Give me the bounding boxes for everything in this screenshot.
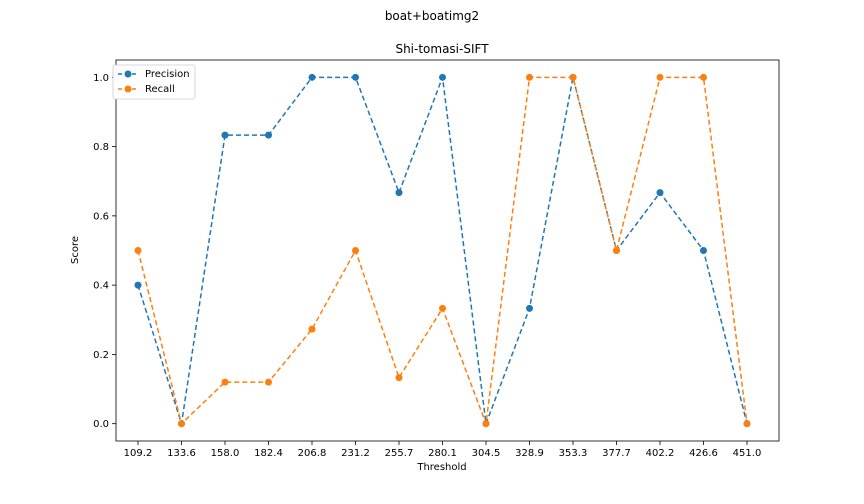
y-tick-label: 1.0 (93, 73, 109, 84)
data-point-precision (395, 189, 403, 197)
x-tick-label: 231.2 (341, 448, 370, 459)
x-axis-label: Threshold (416, 462, 466, 473)
data-point-recall (178, 420, 185, 428)
x-tick-label: 206.8 (298, 448, 327, 459)
data-point-recall (352, 247, 359, 254)
data-point-recall (308, 325, 316, 333)
x-tick-label: 304.5 (472, 448, 501, 459)
x-tick-label: 255.7 (385, 448, 414, 459)
legend: Precision Recall (112, 64, 196, 100)
data-point-precision (352, 73, 359, 81)
data-point-recall (700, 73, 707, 81)
data-point-precision (221, 131, 229, 139)
x-tick-label: 426.6 (689, 448, 718, 459)
y-tick-label: 0.4 (93, 281, 109, 292)
x-tick-label: 109.2 (124, 448, 153, 459)
x-tick-label: 182.4 (254, 448, 283, 459)
legend-marker-precision (124, 70, 132, 78)
data-point-recall (569, 73, 577, 81)
data-point-precision (656, 189, 664, 197)
x-tick-label: 328.9 (515, 448, 544, 459)
series-line-recall (137, 76, 748, 426)
data-point-recall (526, 73, 533, 81)
data-point-recall (482, 420, 490, 428)
series-layer (134, 73, 751, 428)
data-point-recall (395, 374, 403, 382)
data-point-recall (134, 247, 142, 254)
x-tick-label: 133.6 (167, 448, 196, 459)
y-tick-label: 0.2 (93, 350, 109, 361)
data-point-recall (656, 73, 664, 81)
x-tick-label: 451.0 (733, 448, 762, 459)
data-point-recall (743, 420, 751, 428)
x-tick-label: 158.0 (211, 448, 240, 459)
x-tick-label: 353.3 (559, 448, 588, 459)
y-tick-label: 0.6 (93, 211, 109, 222)
plot-area (115, 59, 780, 442)
data-point-precision (265, 131, 272, 139)
chart-title: Shi-tomasi-SIFT (395, 42, 489, 56)
data-point-precision (700, 247, 707, 254)
legend-label-recall: Recall (145, 84, 175, 95)
data-point-recall (613, 247, 620, 254)
data-point-precision (308, 73, 316, 81)
x-tick-label: 280.1 (428, 448, 457, 459)
x-axis-ticks: 109.2 133.6 158.0 182.4 206.8 231.2 255.7 280.1… (124, 441, 762, 459)
series-line-precision (137, 76, 748, 424)
legend-marker-recall (124, 85, 132, 93)
data-point-precision (526, 304, 533, 312)
data-point-precision (439, 73, 446, 81)
y-axis-label: Score (70, 236, 81, 264)
legend-label-precision: Precision (145, 69, 190, 80)
y-axis-ticks: 0.0 0.2 0.4 0.6 0.8 1.0 (93, 73, 116, 430)
data-point-precision (134, 281, 142, 289)
data-point-recall (439, 304, 446, 312)
y-tick-label: 0.8 (93, 142, 109, 153)
figure-suptitle: boat+boatimg2 (385, 9, 479, 23)
y-tick-label: 0.0 (93, 419, 109, 430)
data-point-recall (265, 378, 272, 386)
data-point-recall (221, 378, 229, 386)
x-tick-label: 402.2 (646, 448, 675, 459)
x-tick-label: 377.7 (602, 448, 631, 459)
